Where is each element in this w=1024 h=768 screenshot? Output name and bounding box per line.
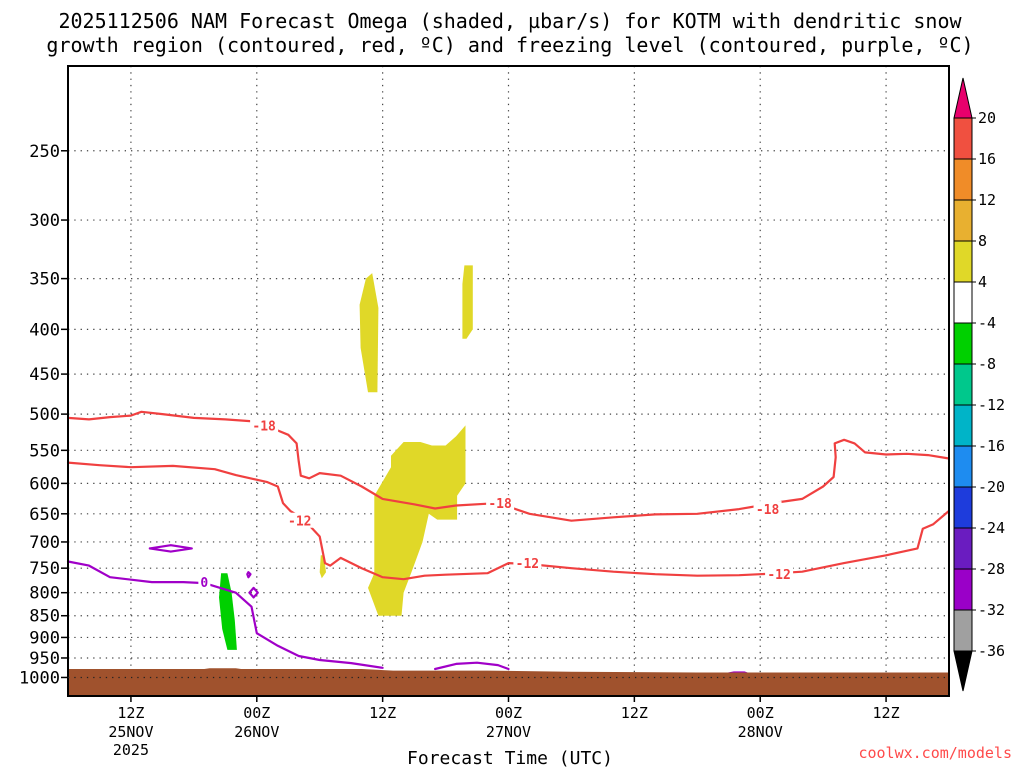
contour-label: -12 <box>516 557 539 572</box>
contour-label-bg <box>198 574 211 590</box>
colorbar-box <box>953 609 973 652</box>
colorbar-label: -28 <box>978 560 1005 578</box>
contour-label: -18 <box>252 419 276 434</box>
contour-label-bg <box>765 566 794 582</box>
contour-label-bg <box>250 417 279 433</box>
y-tick-label: 1000 <box>19 668 60 688</box>
colorbar-box <box>953 568 973 611</box>
x-tick-label: 00Z <box>495 704 522 722</box>
contour-label-bg <box>486 495 515 511</box>
contour-lines <box>66 410 951 676</box>
y-tick-label: 450 <box>29 365 60 385</box>
y-tick-label: 350 <box>29 270 60 290</box>
x-tick-label: 12Z <box>621 704 648 722</box>
contour-label-bg <box>285 512 314 528</box>
y-tick-label: 850 <box>29 607 60 627</box>
contour-line <box>66 410 951 522</box>
x-tick-label: 12Z <box>873 704 900 722</box>
y-tick-label: 600 <box>29 474 60 494</box>
contour-line <box>248 586 259 599</box>
y-tick-label: 750 <box>29 559 60 579</box>
y-tick-label: 550 <box>29 441 60 461</box>
colorbar-label: -12 <box>978 396 1005 414</box>
omega-region <box>368 425 466 616</box>
y-tick-label: 950 <box>29 649 60 669</box>
contour-line <box>148 544 193 553</box>
grid-lines <box>68 66 949 696</box>
colorbar-box <box>953 240 973 283</box>
x-tick-label: 12Z <box>117 704 144 722</box>
x-tick-date: 25NOV <box>108 723 153 741</box>
x-tick-label: 00Z <box>747 704 774 722</box>
contour-label-bg <box>513 555 542 571</box>
x-axis-label: Forecast Time (UTC) <box>407 748 613 768</box>
x-tick-label: 12Z <box>369 704 396 722</box>
x-tick-date: 27NOV <box>486 723 531 741</box>
colorbar-label: 4 <box>978 273 987 291</box>
omega-region <box>462 265 473 339</box>
omega-shading <box>219 265 473 650</box>
colorbar-box <box>953 158 973 201</box>
colorbar-box <box>953 363 973 406</box>
contour-line <box>66 560 384 669</box>
omega-region <box>219 573 237 650</box>
omega-region <box>359 273 379 393</box>
contour-labels: -18 -12 -18 -12 -18 -12 0 <box>198 417 794 591</box>
colorbar: -36 -32 -28 -24 -20 -16 -12 -8 -4 4 8 12 16 20 <box>953 77 1005 692</box>
ground-fill <box>68 668 949 696</box>
contour-label: -18 <box>488 497 512 512</box>
colorbar-label: 20 <box>978 109 996 127</box>
contour-line <box>66 461 951 581</box>
y-tick-label: 900 <box>29 628 60 648</box>
colorbar-label: -32 <box>978 601 1005 619</box>
contour-line <box>434 661 510 671</box>
x-tick-label: 00Z <box>243 704 270 722</box>
colorbar-box <box>953 322 973 365</box>
colorbar-box <box>953 527 973 570</box>
y-axis-ticks: 2503003504004505005506006507007508008509… <box>19 142 68 688</box>
colorbar-label: 8 <box>978 232 987 250</box>
colorbar-arrow-bottom <box>953 650 973 692</box>
colorbar-label: -20 <box>978 478 1005 496</box>
x-tick-date: 26NOV <box>234 723 279 741</box>
x-tick-year: 2025 <box>113 741 149 759</box>
y-tick-label: 700 <box>29 533 60 553</box>
y-tick-label: 500 <box>29 405 60 425</box>
contour-label-bg <box>753 501 782 517</box>
colorbar-box <box>953 486 973 529</box>
contour-label: -12 <box>767 568 790 583</box>
colorbar-label: -36 <box>978 642 1005 660</box>
y-tick-label: 800 <box>29 584 60 604</box>
y-tick-label: 650 <box>29 505 60 525</box>
contour-line <box>246 571 252 579</box>
colorbar-label: -8 <box>978 355 996 373</box>
colorbar-box <box>953 404 973 447</box>
colorbar-box <box>953 199 973 242</box>
contour-label: -12 <box>288 515 311 530</box>
y-tick-label: 300 <box>29 211 60 231</box>
contour-label: 0 <box>200 576 208 591</box>
colorbar-label: -24 <box>978 519 1005 537</box>
y-tick-label: 250 <box>29 142 60 162</box>
y-tick-label: 400 <box>29 320 60 340</box>
colorbar-arrow-top <box>953 77 973 119</box>
colorbar-label: 16 <box>978 150 996 168</box>
colorbar-box <box>953 281 973 324</box>
colorbar-box <box>953 445 973 488</box>
chart-title-line2: growth region (contoured, red, ºC) and f… <box>46 33 973 57</box>
colorbar-label: -16 <box>978 437 1005 455</box>
colorbar-box <box>953 117 973 160</box>
contour-label: -18 <box>756 503 780 518</box>
x-tick-date: 28NOV <box>738 723 783 741</box>
colorbar-label: -4 <box>978 314 996 332</box>
chart-title-line1: 2025112506 NAM Forecast Omega (shaded, µ… <box>58 9 962 33</box>
credit-text: coolwx.com/models <box>858 744 1012 762</box>
colorbar-label: 12 <box>978 191 996 209</box>
